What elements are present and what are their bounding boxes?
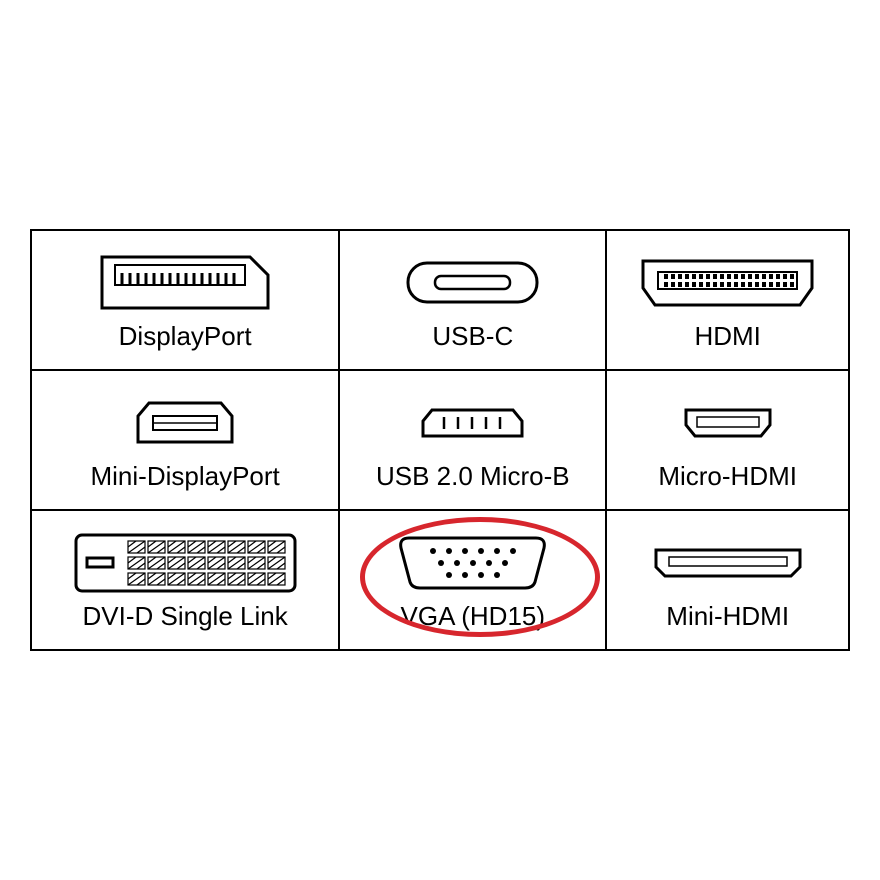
label: USB 2.0 Micro-B xyxy=(344,461,601,492)
vga-icon xyxy=(344,527,601,599)
cell-micro-hdmi: Micro-HDMI xyxy=(606,370,849,510)
usb-c-icon xyxy=(344,247,601,319)
label: HDMI xyxy=(611,321,844,352)
label: DVI-D Single Link xyxy=(36,601,334,632)
label: Mini-DisplayPort xyxy=(36,461,334,492)
cell-usb-micro-b: USB 2.0 Micro-B xyxy=(339,370,606,510)
connector-chart: DisplayPort USB-C xyxy=(0,0,880,880)
label: Mini-HDMI xyxy=(611,601,844,632)
displayport-icon xyxy=(36,247,334,319)
table-row: DisplayPort USB-C xyxy=(31,230,849,370)
cell-hdmi: HDMI xyxy=(606,230,849,370)
table-row: Mini-DisplayPort USB 2.0 Micro-B xyxy=(31,370,849,510)
connector-table: DisplayPort USB-C xyxy=(30,229,850,651)
hdmi-icon xyxy=(611,247,844,319)
label: VGA (HD15) xyxy=(344,601,601,632)
cell-dvi-d: DVI-D Single Link xyxy=(31,510,339,650)
usb-micro-b-icon xyxy=(344,387,601,459)
mini-displayport-icon xyxy=(36,387,334,459)
table-row: DVI-D Single Link VGA (HD15) xyxy=(31,510,849,650)
dvi-d-icon xyxy=(36,527,334,599)
cell-usb-c: USB-C xyxy=(339,230,606,370)
label: USB-C xyxy=(344,321,601,352)
label: DisplayPort xyxy=(36,321,334,352)
micro-hdmi-icon xyxy=(611,387,844,459)
cell-mini-displayport: Mini-DisplayPort xyxy=(31,370,339,510)
cell-displayport: DisplayPort xyxy=(31,230,339,370)
cell-vga: VGA (HD15) xyxy=(339,510,606,650)
label: Micro-HDMI xyxy=(611,461,844,492)
cell-mini-hdmi: Mini-HDMI xyxy=(606,510,849,650)
mini-hdmi-icon xyxy=(611,527,844,599)
